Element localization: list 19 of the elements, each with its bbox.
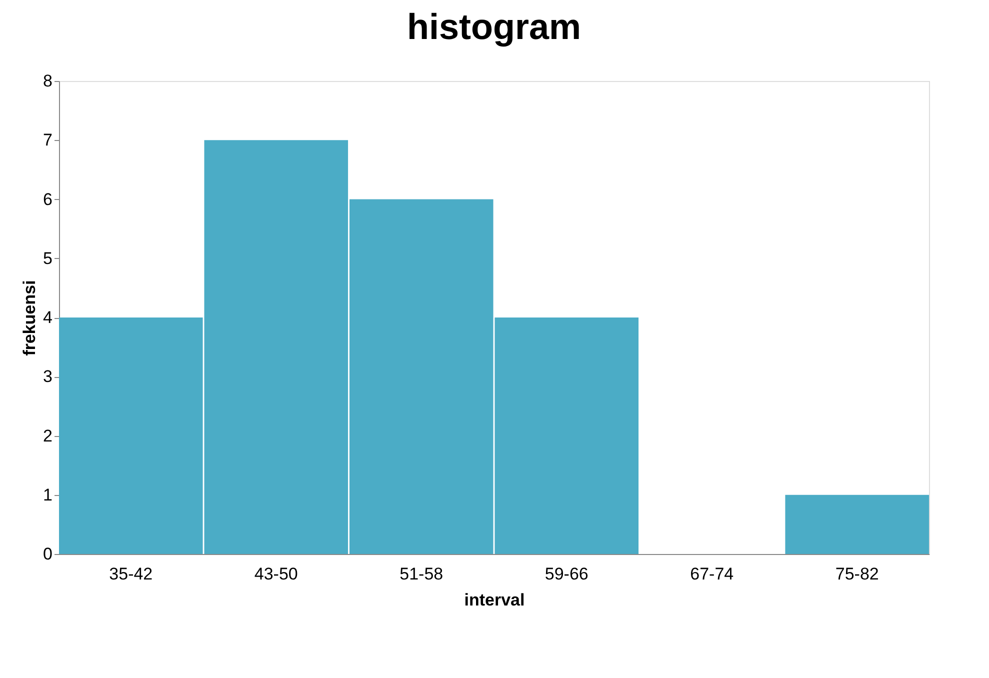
x-axis-title: interval bbox=[464, 590, 525, 610]
x-tick-label: 67-74 bbox=[690, 564, 734, 584]
y-axis-title: frekuensi bbox=[20, 280, 40, 356]
bar bbox=[785, 494, 929, 554]
y-tick-label: 1 bbox=[43, 485, 52, 504]
x-tick-label: 43-50 bbox=[254, 564, 298, 584]
x-tick-label: 35-42 bbox=[109, 564, 153, 584]
y-tick-label: 4 bbox=[43, 308, 52, 327]
y-tick-label: 8 bbox=[43, 72, 52, 90]
y-tick-label: 5 bbox=[43, 248, 52, 268]
x-tick-label: 59-66 bbox=[544, 564, 588, 584]
chart-title: histogram bbox=[406, 6, 582, 47]
y-tick-label: 7 bbox=[43, 130, 52, 150]
y-tick-label: 2 bbox=[43, 426, 52, 446]
y-tick-label: 6 bbox=[43, 190, 52, 209]
y-tick-label: 3 bbox=[43, 367, 52, 386]
x-tick-label: 75-82 bbox=[835, 564, 879, 584]
x-tick-label: 51-58 bbox=[400, 564, 444, 584]
y-tick-label: 0 bbox=[43, 544, 52, 564]
